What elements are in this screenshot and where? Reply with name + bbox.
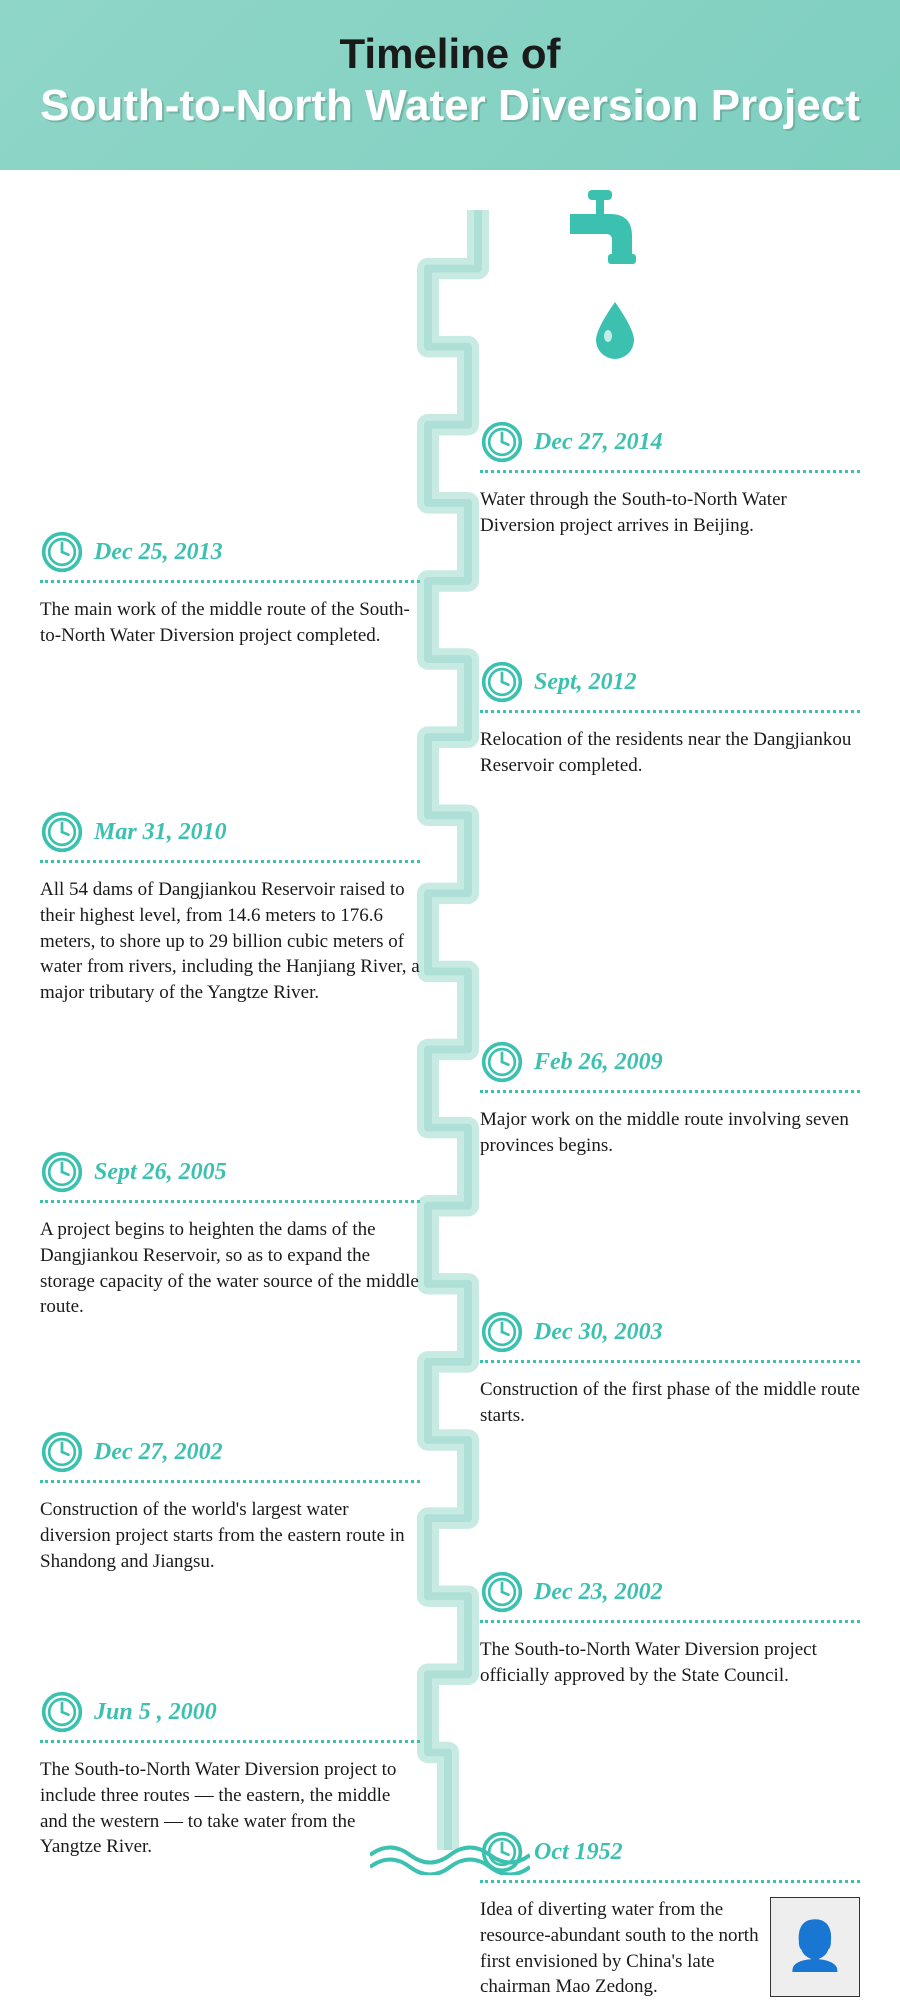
event-description: All 54 dams of Dangjiankou Reservoir rai…	[40, 877, 420, 1005]
timeline-event: Sept 26, 2005 A project begins to height…	[40, 1150, 420, 1320]
event-desc-text: Construction of the first phase of the m…	[480, 1379, 860, 1426]
event-date: Dec 23, 2002	[534, 1579, 663, 1606]
event-header: Sept, 2012	[480, 660, 860, 713]
clock-icon	[40, 810, 84, 854]
event-date: Mar 31, 2010	[94, 819, 227, 846]
clock-icon	[480, 1310, 524, 1354]
event-description: Water through the South-to-North Water D…	[480, 487, 860, 538]
event-date: Dec 27, 2002	[94, 1439, 223, 1466]
timeline-event: Dec 30, 2003 Construction of the first p…	[480, 1310, 860, 1428]
event-date: Sept 26, 2005	[94, 1159, 227, 1186]
clock-icon	[480, 1040, 524, 1084]
timeline-container: Dec 27, 2014 Water through the South-to-…	[0, 170, 900, 1910]
event-header: Dec 30, 2003	[480, 1310, 860, 1363]
event-desc-text: A project begins to heighten the dams of…	[40, 1219, 419, 1317]
event-desc-text: Water through the South-to-North Water D…	[480, 489, 787, 536]
timeline-event: Feb 26, 2009 Major work on the middle ro…	[480, 1040, 860, 1158]
event-header: Dec 27, 2014	[480, 420, 860, 473]
event-desc-text: All 54 dams of Dangjiankou Reservoir rai…	[40, 879, 420, 1003]
header-banner: Timeline of South-to-North Water Diversi…	[0, 0, 900, 170]
timeline-event: Jun 5 , 2000 The South-to-North Water Di…	[40, 1690, 420, 1860]
event-description: The South-to-North Water Diversion proje…	[480, 1637, 860, 1688]
event-description: Construction of the world's largest wate…	[40, 1497, 420, 1574]
event-header: Oct 1952	[480, 1830, 860, 1883]
clock-icon	[40, 530, 84, 574]
event-description: The South-to-North Water Diversion proje…	[40, 1757, 420, 1860]
event-header: Jun 5 , 2000	[40, 1690, 420, 1743]
event-header: Mar 31, 2010	[40, 810, 420, 863]
mao-portrait-icon: 👤	[770, 1897, 860, 1997]
timeline-event: Oct 1952 👤 Idea of diverting water from …	[480, 1830, 860, 2000]
clock-icon	[40, 1430, 84, 1474]
header-title-line1: Timeline of	[20, 30, 880, 78]
event-description: The main work of the middle route of the…	[40, 597, 420, 648]
event-desc-text: The South-to-North Water Diversion proje…	[40, 1759, 396, 1857]
event-header: Sept 26, 2005	[40, 1150, 420, 1203]
event-desc-text: Idea of diverting water from the resourc…	[480, 1899, 759, 1997]
event-desc-text: Major work on the middle route involving…	[480, 1109, 849, 1156]
event-date: Feb 26, 2009	[534, 1049, 663, 1076]
event-date: Sept, 2012	[534, 669, 637, 696]
event-description: Relocation of the residents near the Dan…	[480, 727, 860, 778]
event-description: Construction of the first phase of the m…	[480, 1377, 860, 1428]
timeline-event: Dec 27, 2014 Water through the South-to-…	[480, 420, 860, 538]
clock-icon	[480, 1830, 524, 1874]
header-title-line2: South-to-North Water Diversion Project	[20, 82, 880, 130]
event-header: Dec 25, 2013	[40, 530, 420, 583]
event-date: Jun 5 , 2000	[94, 1699, 217, 1726]
event-desc-text: Construction of the world's largest wate…	[40, 1499, 405, 1571]
timeline-event: Dec 23, 2002 The South-to-North Water Di…	[480, 1570, 860, 1688]
event-header: Dec 27, 2002	[40, 1430, 420, 1483]
event-desc-text: The main work of the middle route of the…	[40, 599, 410, 646]
event-date: Oct 1952	[534, 1839, 623, 1866]
timeline-event: Dec 25, 2013 The main work of the middle…	[40, 530, 420, 648]
event-date: Dec 25, 2013	[94, 539, 223, 566]
event-description: 👤 Idea of diverting water from the resou…	[480, 1897, 860, 2000]
event-date: Dec 30, 2003	[534, 1319, 663, 1346]
clock-icon	[480, 420, 524, 464]
event-description: A project begins to heighten the dams of…	[40, 1217, 420, 1320]
water-drop-icon	[590, 300, 640, 365]
event-header: Feb 26, 2009	[480, 1040, 860, 1093]
event-desc-text: Relocation of the residents near the Dan…	[480, 729, 851, 776]
clock-icon	[480, 660, 524, 704]
clock-icon	[40, 1150, 84, 1194]
event-description: Major work on the middle route involving…	[480, 1107, 860, 1158]
event-date: Dec 27, 2014	[534, 429, 663, 456]
pipe-decoration	[448, 210, 452, 1850]
event-header: Dec 23, 2002	[480, 1570, 860, 1623]
timeline-event: Sept, 2012 Relocation of the residents n…	[480, 660, 860, 778]
clock-icon	[40, 1690, 84, 1734]
faucet-icon	[550, 190, 650, 285]
event-desc-text: The South-to-North Water Diversion proje…	[480, 1639, 817, 1686]
clock-icon	[480, 1570, 524, 1614]
timeline-event: Dec 27, 2002 Construction of the world's…	[40, 1430, 420, 1574]
timeline-event: Mar 31, 2010 All 54 dams of Dangjiankou …	[40, 810, 420, 1005]
